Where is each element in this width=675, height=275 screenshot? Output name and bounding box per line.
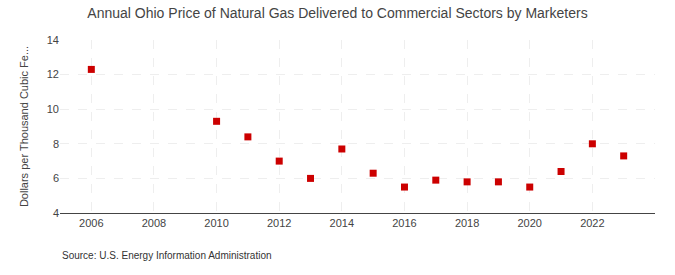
svg-text:2010: 2010 <box>204 217 228 229</box>
svg-text:4: 4 <box>53 207 59 219</box>
svg-text:2008: 2008 <box>142 217 166 229</box>
svg-text:12: 12 <box>47 68 59 80</box>
svg-text:2006: 2006 <box>79 217 103 229</box>
svg-text:Source: U.S. Energy Informatio: Source: U.S. Energy Information Administ… <box>62 250 272 261</box>
svg-text:6: 6 <box>53 172 59 184</box>
svg-text:2016: 2016 <box>392 217 416 229</box>
svg-text:2012: 2012 <box>267 217 291 229</box>
svg-text:2014: 2014 <box>330 217 354 229</box>
svg-text:Annual Ohio Price of Natural G: Annual Ohio Price of Natural Gas Deliver… <box>87 5 587 21</box>
svg-text:10: 10 <box>47 103 59 115</box>
svg-text:8: 8 <box>53 138 59 150</box>
svg-text:2022: 2022 <box>580 217 604 229</box>
svg-text:14: 14 <box>47 34 59 46</box>
svg-text:Dollars per Thousand Cubic Fe.: Dollars per Thousand Cubic Fe... <box>18 46 30 207</box>
svg-text:2020: 2020 <box>517 217 541 229</box>
svg-text:2018: 2018 <box>455 217 479 229</box>
